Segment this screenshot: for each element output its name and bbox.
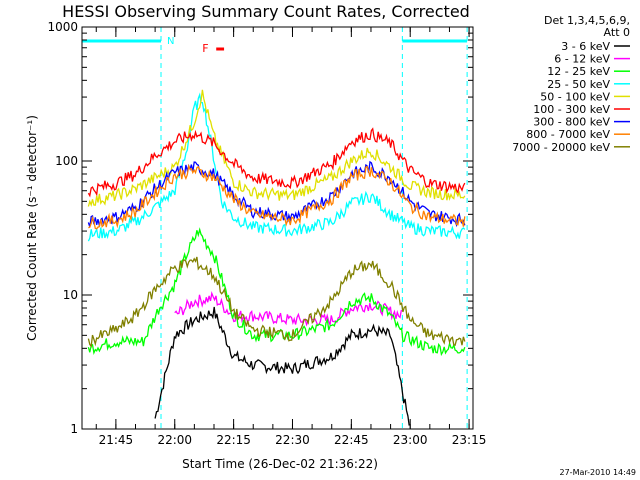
x-tick-label: 22:15 — [216, 433, 251, 447]
legend-header-line2: Att 0 — [604, 26, 630, 39]
legend-label-7: 800 - 7000 keV — [526, 128, 610, 141]
legend-label-6: 300 - 800 keV — [533, 116, 610, 129]
y-tick-label: 100 — [55, 154, 78, 168]
flare-label: F — [202, 42, 208, 55]
x-tick-label: 22:45 — [334, 433, 369, 447]
legend-header-line1: Det 1,3,4,5,6,9, — [544, 14, 630, 27]
y-tick-label: 1000 — [47, 20, 78, 34]
y-axis-label: Corrected Count Rate (s⁻¹ detector⁻¹) — [25, 115, 39, 341]
axes: 1 10 100 1000 21:45 22:00 22:15 22:30 22:45 23:00… — [47, 20, 486, 447]
legend-label-1: 6 - 12 keV — [554, 53, 610, 66]
series-line-3 — [87, 92, 466, 242]
x-tick-label: 21:45 — [99, 433, 134, 447]
series-line-5 — [87, 127, 466, 198]
plot-frame — [81, 26, 474, 430]
x-tick-label: 22:30 — [275, 433, 310, 447]
legend-label-0: 3 - 6 keV — [561, 40, 610, 53]
x-axis-label: Start Time (26-Dec-02 21:36:22) — [182, 457, 378, 471]
legend-label-4: 50 - 100 keV — [540, 90, 610, 103]
x-tick-label: 22:00 — [157, 433, 192, 447]
y-tick-label: 1 — [70, 422, 78, 436]
legend-label-3: 25 - 50 keV — [547, 78, 610, 91]
series-line-2 — [87, 227, 466, 357]
night-label: N — [167, 36, 174, 47]
x-tick-label: 23:00 — [393, 433, 428, 447]
series-line-1 — [174, 291, 403, 327]
series-line-8 — [87, 256, 466, 348]
x-tick-label: 23:15 — [452, 433, 487, 447]
footer-timestamp: 27-Mar-2010 14:49 — [560, 468, 637, 477]
plot-area: NF — [81, 27, 468, 429]
series-line-4 — [87, 89, 466, 208]
series-line-0 — [154, 306, 410, 426]
series-line-7 — [88, 163, 466, 230]
y-tick-label: 10 — [63, 288, 78, 302]
chart-title: HESSI Observing Summary Count Rates, Cor… — [62, 2, 470, 21]
legend-label-8: 7000 - 20000 keV — [512, 141, 610, 154]
legend-label-2: 12 - 25 keV — [547, 65, 610, 78]
legend-label-5: 100 - 300 keV — [533, 103, 610, 116]
